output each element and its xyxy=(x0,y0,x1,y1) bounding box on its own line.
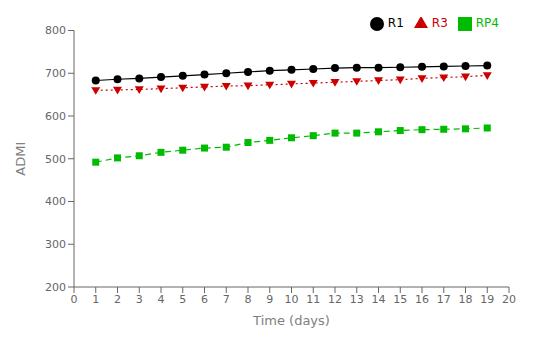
svg-text:200: 200 xyxy=(45,281,66,294)
svg-text:500: 500 xyxy=(45,153,66,166)
svg-text:11: 11 xyxy=(306,293,320,306)
svg-text:9: 9 xyxy=(266,293,273,306)
svg-text:16: 16 xyxy=(415,293,429,306)
svg-text:700: 700 xyxy=(45,67,66,80)
svg-text:5: 5 xyxy=(179,293,186,306)
svg-text:300: 300 xyxy=(45,238,66,251)
svg-text:4: 4 xyxy=(158,293,165,306)
svg-text:13: 13 xyxy=(350,293,364,306)
svg-text:20: 20 xyxy=(502,293,516,306)
svg-text:0: 0 xyxy=(71,293,78,306)
svg-text:17: 17 xyxy=(437,293,451,306)
svg-text:10: 10 xyxy=(285,293,299,306)
svg-text:15: 15 xyxy=(393,293,407,306)
svg-text:12: 12 xyxy=(328,293,342,306)
html-text:R1: R1 xyxy=(387,16,404,30)
svg-text:ADMI: ADMI xyxy=(13,142,28,176)
svg-text:3: 3 xyxy=(136,293,143,306)
html-text:R3: R3 xyxy=(431,16,448,30)
html-text:RP4: RP4 xyxy=(475,16,499,30)
svg-text:7: 7 xyxy=(223,293,230,306)
svg-text:400: 400 xyxy=(45,195,66,208)
svg-text:800: 800 xyxy=(45,24,66,37)
svg-text:19: 19 xyxy=(480,293,494,306)
svg-text:6: 6 xyxy=(201,293,208,306)
svg-text:1: 1 xyxy=(92,293,99,306)
svg-text:18: 18 xyxy=(459,293,473,306)
svg-text:14: 14 xyxy=(372,293,386,306)
svg-text:8: 8 xyxy=(245,293,252,306)
svg-text:2: 2 xyxy=(114,293,121,306)
svg-text:Time (days): Time (days) xyxy=(252,313,330,328)
svg-text:600: 600 xyxy=(45,110,66,123)
